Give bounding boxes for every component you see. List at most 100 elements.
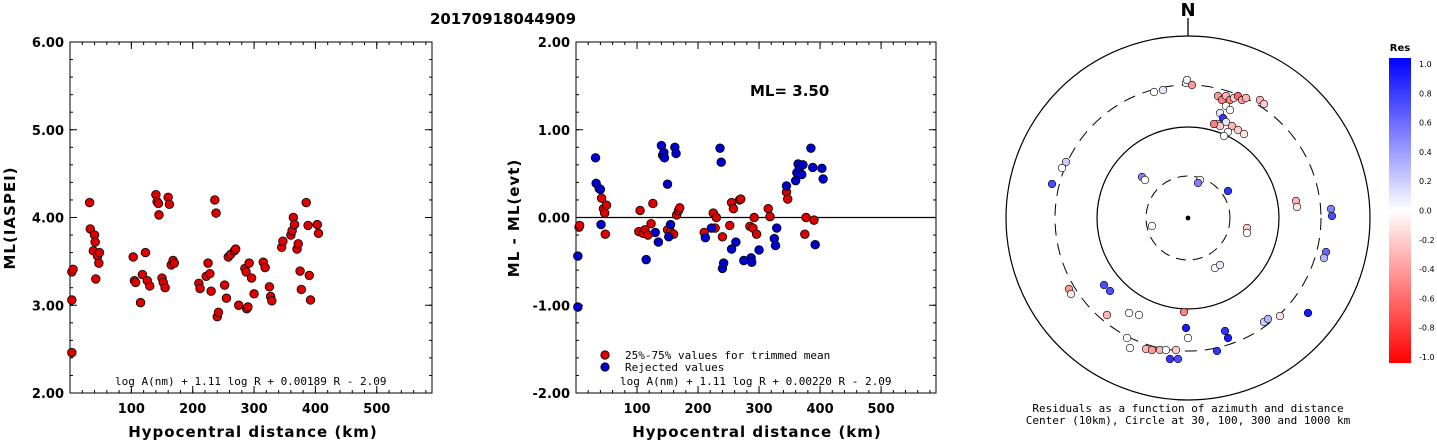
panel1-point bbox=[246, 273, 257, 283]
panel2-formula: log A(nm) + 1.11 log R + 0.00220 R - 2.0… bbox=[620, 375, 892, 388]
map-station-point bbox=[1209, 119, 1219, 129]
map-station-point bbox=[1102, 310, 1112, 320]
map-station-point bbox=[1165, 354, 1175, 364]
panel1-point bbox=[91, 274, 101, 284]
panel1-xtick-label: 400 bbox=[302, 402, 329, 417]
panel1-xtick-label: 500 bbox=[363, 402, 390, 417]
panel2-rejected-point bbox=[595, 184, 606, 195]
panel1-point bbox=[128, 252, 138, 262]
panel2-rejected-point bbox=[817, 163, 827, 174]
panel1-point bbox=[169, 258, 180, 268]
map-station-point bbox=[1259, 99, 1269, 109]
map-station-point bbox=[1158, 85, 1168, 95]
panel2-trimmed-point bbox=[809, 215, 819, 225]
panel1-point bbox=[90, 237, 100, 247]
panel2-trimmed-point bbox=[600, 229, 610, 239]
map-station-point bbox=[1161, 345, 1171, 355]
colorbar bbox=[1389, 58, 1411, 363]
panel2-rejected-point bbox=[665, 219, 676, 230]
panel2-rejected-point bbox=[797, 169, 807, 180]
panel1-point bbox=[301, 197, 311, 208]
map-station-point bbox=[1187, 80, 1197, 90]
panel2-trimmed-point bbox=[635, 205, 645, 216]
panel1-point bbox=[296, 284, 307, 295]
map-station-point bbox=[1061, 157, 1071, 167]
panel2-rejected-point bbox=[641, 254, 651, 265]
map-station-point bbox=[1125, 343, 1135, 353]
panel2-trimmed-point bbox=[717, 232, 728, 242]
panel1-ytick-label: 3.00 bbox=[32, 299, 64, 314]
panel2-trimmed-point bbox=[725, 220, 735, 231]
panel2-rejected-point bbox=[798, 160, 808, 170]
colorbar-tick-label: -0.8 bbox=[1419, 324, 1435, 333]
map-station-point bbox=[1066, 289, 1076, 299]
map-station-point bbox=[1171, 345, 1181, 355]
panel2-trimmed-point bbox=[711, 212, 722, 223]
panel1-point bbox=[67, 295, 77, 305]
panel2-xtick-label: 400 bbox=[806, 402, 833, 417]
panel2-rejected-point bbox=[573, 302, 583, 312]
panel1-frame bbox=[69, 41, 433, 394]
panel2-rejected-point bbox=[747, 257, 757, 267]
panel1-point bbox=[213, 307, 224, 317]
panel1-formula: log A(nm) + 1.11 log R + 0.00189 R - 2.0… bbox=[115, 375, 387, 388]
panel2-trimmed-point bbox=[765, 211, 775, 222]
map-station-point bbox=[1221, 117, 1231, 127]
legend-rejected-marker bbox=[600, 362, 610, 372]
panel1-ytick-label: 5.00 bbox=[32, 124, 64, 139]
colorbar-tick-label: -0.4 bbox=[1419, 265, 1435, 274]
panel1-point bbox=[234, 300, 244, 310]
panel1-point bbox=[219, 280, 230, 290]
ml-annotation: ML= 3.50 bbox=[750, 82, 829, 100]
panel2-rejected-point bbox=[715, 143, 725, 153]
panel2-ytick-label: 1.00 bbox=[538, 124, 570, 139]
panel2-rejected-point bbox=[818, 174, 828, 184]
map-station-point bbox=[1241, 93, 1251, 103]
panel1-point bbox=[153, 198, 164, 209]
map-caption-line2: Center (10km), Circle at 30, 100, 300 an… bbox=[1026, 414, 1351, 427]
panel1-xtick-label: 300 bbox=[240, 402, 267, 417]
panel1-ylabel: ML(IASPEI) bbox=[1, 166, 19, 269]
panel2-trimmed-point bbox=[783, 194, 793, 204]
page-title: 20170918044909 bbox=[430, 10, 576, 28]
panel2-rejected-point bbox=[664, 232, 674, 242]
panel2-xtick-label: 200 bbox=[684, 402, 711, 417]
map-station-point bbox=[1134, 310, 1144, 320]
panel2-ytick-label: 2.00 bbox=[538, 36, 570, 51]
panel1-point bbox=[94, 247, 105, 258]
panel1-point bbox=[293, 239, 303, 249]
map-station-point bbox=[1225, 105, 1235, 115]
panel1-point bbox=[67, 347, 77, 358]
panel2-rejected-point bbox=[700, 232, 711, 243]
panel2-xtick-label: 300 bbox=[745, 402, 772, 417]
map-station-point bbox=[1057, 163, 1067, 173]
panel1-point bbox=[94, 258, 104, 268]
map-station-point bbox=[1239, 129, 1249, 139]
panel1-point bbox=[211, 208, 221, 218]
map-station-point bbox=[1182, 75, 1192, 85]
map-station-point bbox=[1220, 326, 1230, 336]
panel2-trimmed-point bbox=[601, 200, 612, 210]
panel1-point bbox=[295, 266, 305, 276]
ring-1000km bbox=[1005, 35, 1371, 401]
colorbar-tick-label: 1.0 bbox=[1419, 60, 1432, 69]
map-station-point bbox=[1223, 186, 1233, 196]
panel1-point bbox=[210, 195, 220, 205]
panel1-point bbox=[260, 262, 270, 273]
map-station-point bbox=[1173, 354, 1183, 364]
map-station-point bbox=[1179, 307, 1189, 317]
panel1-point bbox=[267, 296, 277, 306]
legend-trimmed-marker bbox=[600, 350, 610, 360]
panel2-rejected-point bbox=[596, 219, 606, 230]
panel2-rejected-point bbox=[706, 223, 717, 233]
panel2-trimmed-point bbox=[599, 208, 610, 218]
panel1-ytick-label: 2.00 bbox=[32, 387, 64, 402]
map-station-point bbox=[1242, 228, 1252, 238]
panel1-point bbox=[195, 283, 205, 294]
panel1-point bbox=[303, 220, 313, 231]
panel2-trimmed-point bbox=[801, 212, 811, 223]
colorbar-tick-label: 0.0 bbox=[1419, 207, 1432, 216]
panel1-point bbox=[137, 269, 148, 280]
epicenter-dot bbox=[1185, 215, 1191, 221]
